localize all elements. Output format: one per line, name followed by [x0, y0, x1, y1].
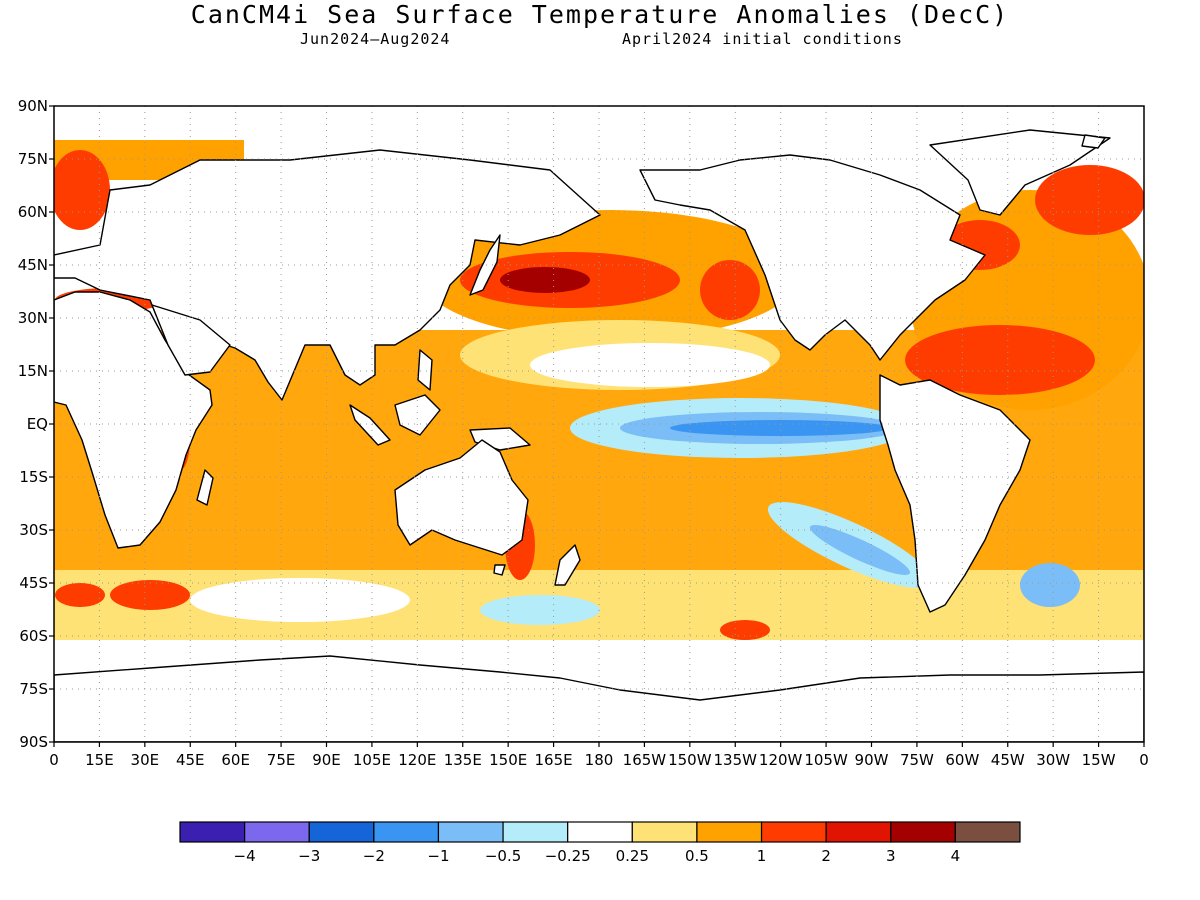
colorbar-swatch [631, 821, 698, 843]
colorbar-label: −3 [298, 847, 320, 865]
colorbar-label: 1 [757, 847, 767, 865]
land-japan [469, 234, 501, 296]
lon-tick-label: 105E [353, 751, 391, 769]
lon-tick-label: 0 [1139, 751, 1149, 769]
lon-tick-label: 150W [668, 751, 712, 769]
lon-tick-label: 105W [804, 751, 848, 769]
colorbar-swatch [954, 821, 1021, 843]
axis-ticks [49, 105, 1145, 747]
colorbar-label: −2 [363, 847, 385, 865]
colorbar-label: 2 [821, 847, 831, 865]
land-madagascar [196, 469, 214, 506]
lat-tick-label: 75S [19, 680, 48, 698]
lon-tick-label: 60E [221, 751, 250, 769]
colorbar-swatch [825, 821, 892, 843]
land-philippines [417, 349, 433, 391]
lon-tick-label: 75E [267, 751, 296, 769]
lon-tick-label: 75W [900, 751, 934, 769]
lon-tick-label: 90W [855, 751, 889, 769]
lon-tick-label: 45E [176, 751, 205, 769]
lat-tick-label: 45N [18, 256, 48, 274]
colorbar-label: 0.25 [616, 847, 649, 865]
colorbar [179, 821, 1021, 843]
colorbar-swatch [308, 821, 375, 843]
colorbar-swatch [179, 821, 246, 843]
colorbar-swatch [567, 821, 633, 843]
land-south-america [879, 374, 1031, 613]
lon-tick-label: 15E [85, 751, 114, 769]
initial-conditions: April2024 initial conditions [622, 30, 903, 48]
lon-tick-label: 15W [1082, 751, 1116, 769]
colorbar-label: −1 [427, 847, 449, 865]
colorbar-swatch [760, 821, 827, 843]
forecast-period: Jun2024—Aug2024 [300, 30, 451, 48]
colorbar-swatch [890, 821, 956, 843]
lat-tick-label: EQ [27, 415, 48, 433]
land-africa [54, 291, 213, 549]
lon-tick-label: 0 [49, 751, 59, 769]
land-tasmania [493, 564, 506, 576]
lon-tick-label: 60W [945, 751, 979, 769]
colorbar-swatch [502, 821, 569, 843]
lat-tick-label: 45S [19, 574, 48, 592]
lon-tick-label: 120E [398, 751, 436, 769]
colorbar-swatch [696, 821, 763, 843]
lon-tick-label: 135W [714, 751, 758, 769]
lat-tick-label: 30N [18, 309, 48, 327]
land-north-america [639, 154, 986, 361]
latitude-labels: 90N 75N 60N 45N 30N 15N EQ 15S 30S 45S 60S 75S 90S [18, 97, 48, 751]
graticule [54, 106, 1144, 742]
lat-tick-label: 90N [18, 97, 48, 115]
colorbar-swatch [244, 821, 310, 843]
land-greenland [929, 129, 1111, 216]
colorbar-label: −0.25 [545, 847, 591, 865]
land-new-zealand [554, 544, 581, 586]
colorbar-swatch [437, 821, 504, 843]
land-arabia [151, 304, 231, 376]
lat-tick-label: 60S [19, 627, 48, 645]
lon-tick-label: 180 [585, 751, 614, 769]
lat-tick-label: 30S [19, 521, 48, 539]
lon-tick-label: 90E [312, 751, 341, 769]
map-title: CanCM4i Sea Surface Temperature Anomalie… [190, 0, 1010, 29]
colorbar-label: 4 [951, 847, 961, 865]
land-borneo [394, 394, 441, 436]
land-australia [394, 439, 529, 556]
colorbar-swatch [373, 821, 440, 843]
colorbar-label: −0.5 [485, 847, 521, 865]
lat-tick-label: 15S [19, 468, 48, 486]
lat-tick-label: 90S [19, 733, 48, 751]
land-antarctica [54, 655, 1144, 742]
lat-tick-label: 60N [18, 203, 48, 221]
lon-tick-label: 45W [991, 751, 1025, 769]
lon-tick-label: 165W [623, 751, 667, 769]
colorbar-label: 3 [886, 847, 896, 865]
colorbar-labels: −4 −3 −2 −1 −0.5 −0.25 0.25 0.5 1 2 3 4 [234, 847, 961, 865]
longitude-labels: 0 15E 30E 45E 60E 75E 90E 105E 120E 135E 150E 165E 1… [49, 751, 1149, 769]
lon-tick-label: 120W [759, 751, 803, 769]
colorbar-label: 0.5 [685, 847, 709, 865]
land-sumatra [349, 404, 391, 446]
lat-tick-label: 15N [18, 362, 48, 380]
lat-tick-label: 75N [18, 150, 48, 168]
lon-tick-label: 150E [489, 751, 527, 769]
lon-tick-label: 30W [1036, 751, 1070, 769]
colorbar-label: −4 [234, 847, 256, 865]
lon-tick-label: 135E [444, 751, 482, 769]
lon-tick-label: 30E [131, 751, 160, 769]
lon-tick-label: 165E [535, 751, 573, 769]
